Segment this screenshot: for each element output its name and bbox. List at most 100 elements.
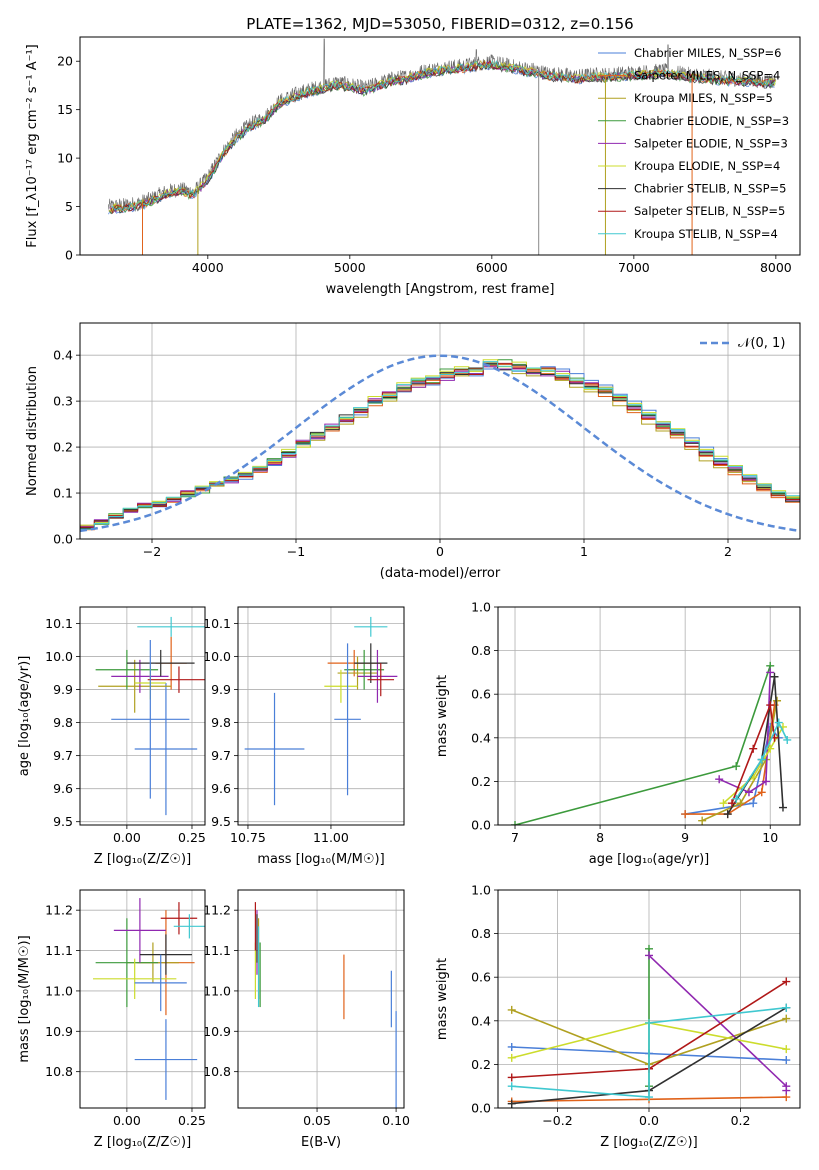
y-tick-label: 15 [57,102,73,117]
mass-weight-marker [749,744,758,753]
x-tick-label: 11.00 [313,830,349,845]
mass-weight-marker [766,701,775,710]
x-axis-label: Z [log₁₀(Z/Z☉)] [94,852,191,867]
axes-frame [237,606,405,826]
y-axis-label: Flux [f_λ10⁻¹⁷ erg cm⁻² s⁻¹ A⁻¹] [25,44,40,248]
y-tick-label: 0.0 [471,818,491,833]
mass-weight-marker [744,788,753,797]
panel-mass-vs-EBV: 0.05 0.10 10.8 10.9 11.0 11.1 11.2 E(B-V) [203,889,410,1150]
x-axis-label: Z [log₁₀(Z/Z☉)] [600,1135,697,1150]
legend-entry: Kroupa ELODIE, N_SSP=4 [634,159,780,173]
panel-mass-weight-vs-age: 7 8 9 10 0.0 0.2 0.4 0.6 0.8 1.0 age [log₁₀(age/yr… [435,600,801,867]
y-tick-label: 9.5 [211,814,231,829]
panel-age-vs-Z: 0.00 0.25 9.5 9.6 9.7 9.8 9.9 10.0 10.1 Z [log₁₀(… [17,606,206,867]
error-cross-point [367,663,395,697]
y-tick-label: 20 [57,54,73,69]
error-cross-point [244,692,305,806]
plot-area-age-vs-mass [238,607,404,825]
model-spectrum-line [109,61,777,212]
mass-weight-marker [773,696,782,705]
mass-weight-marker [507,1053,516,1062]
x-tick-label: 0.2 [731,1113,751,1128]
legend-entry: Chabrier MILES, N_SSP=6 [634,46,781,60]
error-cross-point [95,649,159,690]
y-axis-label: Normed distribution [25,366,40,496]
mass-weight-marker [782,1056,791,1065]
axes-frame [79,36,801,256]
axes-frame [79,322,801,540]
y-tick-label: 10.0 [203,649,231,664]
mass-weight-marker [766,668,775,677]
mass-weight-marker [761,777,770,786]
x-tick-label: 4000 [192,260,224,275]
y-tick-label: 10.1 [45,616,73,631]
y-tick-label: 0.2 [471,774,491,789]
mass-weight-marker [511,821,520,825]
mass-weight-marker [698,816,707,825]
mass-weight-marker [770,672,779,681]
mass-weight-marker [727,799,736,808]
panel-spectrum: 4000 5000 6000 7000 8000 0 5 10 15 20 wavelength [… [25,36,801,297]
error-cross-point [134,954,187,1012]
y-tick-label: 5 [65,199,73,214]
mass-weight-marker [732,794,741,803]
mass-weight-marker [782,1014,791,1023]
mass-weight-marker [749,799,758,808]
axes-frame [237,889,405,1109]
mass-weight-marker [681,810,690,819]
legend-entry: Salpeter ELODIE, N_SSP=3 [634,136,788,150]
x-tick-label: 9 [681,830,689,845]
mass-weight-line [648,954,788,1091]
y-tick-label: 11.1 [203,943,231,958]
error-cross-point [134,1019,198,1100]
legend-entry: Chabrier STELIB, N_SSP=5 [634,182,786,196]
mass-weight-marker [507,1042,516,1051]
y-axis-label: mass weight [435,958,450,1040]
error-cross-point [173,914,205,939]
x-axis-label: mass [log₁₀(M/M☉)] [257,852,384,867]
mass-weight-line [735,720,788,800]
y-tick-label: 11.0 [203,983,231,998]
x-tick-label: 10.75 [230,830,266,845]
error-cross-point [357,649,398,703]
axes-frame [79,606,206,826]
y-tick-label: 9.5 [53,814,73,829]
y-tick-label: 0.3 [53,394,73,409]
x-tick-label: 0.10 [382,1113,410,1128]
legend-entry: Kroupa MILES, N_SSP=5 [634,91,773,105]
x-tick-label: 8 [596,830,604,845]
x-tick-label: 0.25 [178,1113,206,1128]
x-tick-label: 6000 [476,260,508,275]
mass-weight-marker [645,951,653,960]
x-tick-label: −2 [143,544,161,559]
mass-weight-line [718,672,771,794]
model-spectrum-line [110,59,775,212]
y-tick-label: 10.9 [45,1024,73,1039]
x-tick-label: 8000 [760,260,792,275]
mass-weight-line [701,700,778,822]
mass-weight-marker [757,755,766,764]
axes-frame [497,606,801,826]
legend: Chabrier MILES, N_SSP=6 Salpeter MILES, N… [598,46,789,241]
x-tick-label: 0.25 [178,830,206,845]
x-tick-label: 0.00 [113,830,141,845]
error-cross-point [344,649,385,690]
mass-weight-line [511,1006,787,1098]
y-tick-label: 0.1 [53,486,73,501]
plot-area-mass-weight-vs-age [498,607,800,825]
mass-weight-line [731,704,776,804]
mass-weight-marker [778,803,787,812]
y-tick-label: 1.0 [471,600,491,615]
y-tick-label: 9.6 [211,781,231,796]
error-cross-point [354,616,388,637]
error-cross-point [98,659,172,713]
y-tick-label: 1.0 [471,883,491,898]
mass-weight-marker [782,1086,791,1095]
y-tick-label: 10.9 [203,1024,231,1039]
y-tick-label: 0.6 [471,687,491,702]
error-cross-point [111,640,190,799]
x-tick-label: 0.0 [639,1113,659,1128]
y-tick-label: 0.6 [471,970,491,985]
error-cross-point [160,902,198,935]
y-tick-label: 11.0 [45,983,73,998]
